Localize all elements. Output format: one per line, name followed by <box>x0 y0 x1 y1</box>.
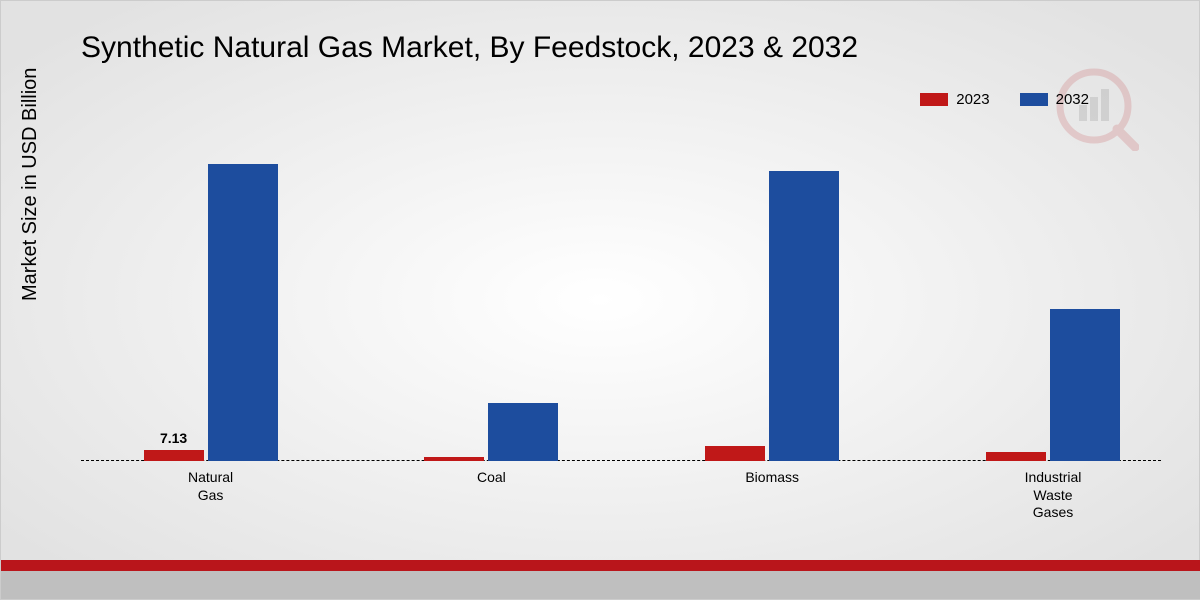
category-label: NaturalGas <box>111 469 311 504</box>
legend: 2023 2032 <box>920 91 1089 108</box>
bar-group <box>953 309 1153 461</box>
bottom-strip-red <box>1 560 1200 571</box>
plot-area: 7.13 <box>81 141 1161 461</box>
legend-label-2023: 2023 <box>956 91 989 108</box>
bar-2032 <box>1050 309 1120 461</box>
bar-2023 <box>986 452 1046 461</box>
category-label: Coal <box>391 469 591 487</box>
legend-swatch-2032 <box>1020 93 1048 106</box>
bottom-strip-grey <box>1 571 1200 599</box>
category-label: Biomass <box>672 469 872 487</box>
legend-item-2023: 2023 <box>920 91 989 108</box>
bar-group <box>672 171 872 461</box>
bar-2023 <box>705 446 765 461</box>
bar-group <box>391 403 591 461</box>
bar-2023 <box>424 457 484 461</box>
legend-label-2032: 2032 <box>1056 91 1089 108</box>
category-labels: NaturalGas Coal Biomass IndustrialWasteGase… <box>81 469 1161 529</box>
legend-swatch-2023 <box>920 93 948 106</box>
legend-item-2032: 2032 <box>1020 91 1089 108</box>
bar-2023 <box>144 450 204 461</box>
chart-title: Synthetic Natural Gas Market, By Feedsto… <box>81 31 858 65</box>
category-label: IndustrialWasteGases <box>953 469 1153 522</box>
bar-2032 <box>208 164 278 461</box>
chart-container: Synthetic Natural Gas Market, By Feedsto… <box>0 0 1200 600</box>
bar-2032 <box>488 403 558 461</box>
y-axis-label: Market Size in USD Billion <box>19 68 42 301</box>
bar-2032 <box>769 171 839 461</box>
bar-group <box>111 164 311 461</box>
value-label: 7.13 <box>160 430 187 446</box>
